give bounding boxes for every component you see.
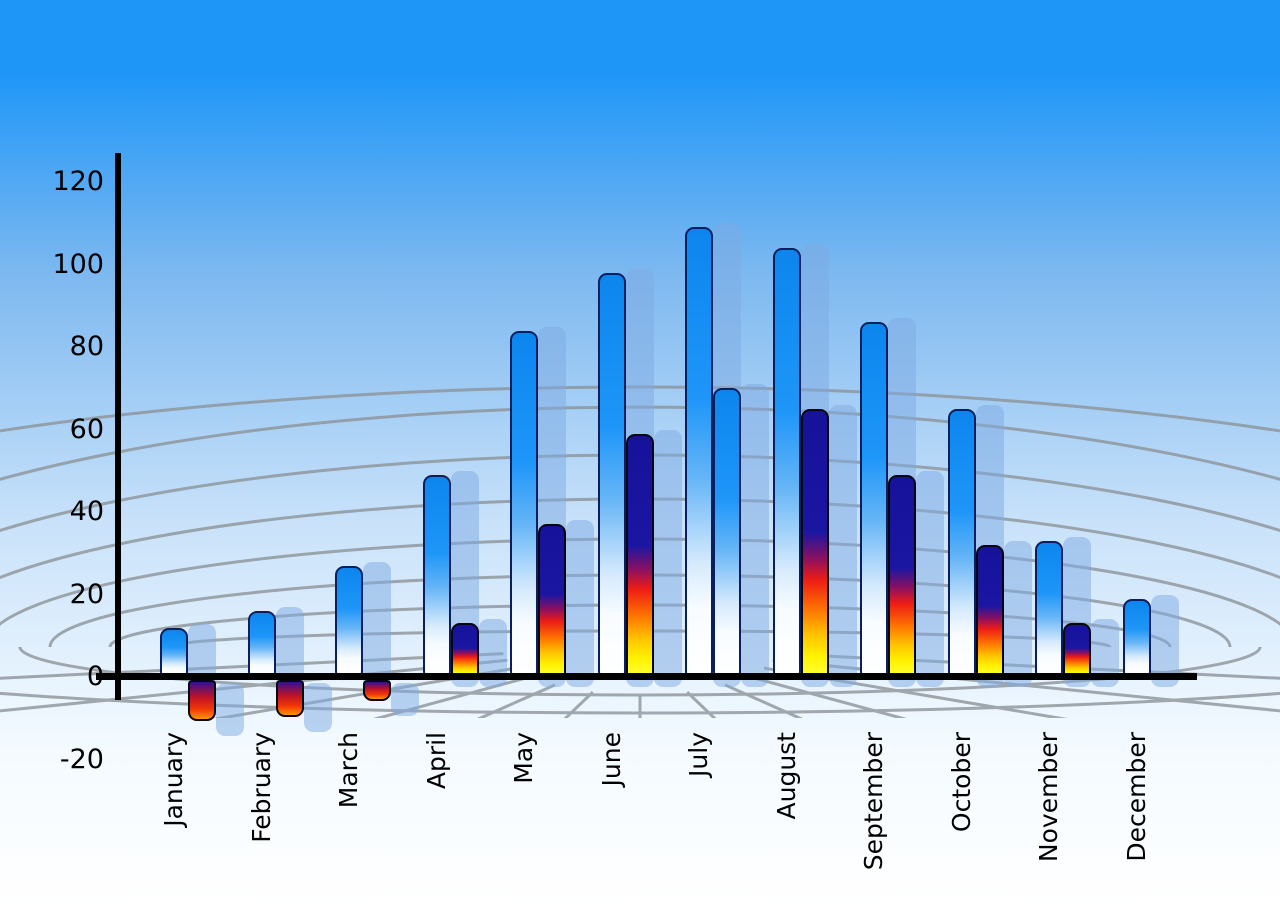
- bar-august-series1: [772, 248, 801, 677]
- bar-shadow-december: [1150, 594, 1179, 687]
- y-tick-label-80: 80: [69, 331, 104, 362]
- y-tick-label-120: 120: [52, 166, 104, 197]
- y-tick-label-20: 20: [69, 578, 104, 610]
- bar-november-series1: [1035, 540, 1063, 677]
- bar-shadow-august: [828, 404, 857, 687]
- bar-shadow-march: [391, 683, 419, 716]
- x-tick-label-march: March: [334, 732, 363, 809]
- y-tick-label-0: 0: [86, 661, 104, 692]
- x-tick-label-december: December: [1121, 732, 1151, 862]
- bar-shadow-september: [916, 470, 944, 687]
- bar-shadow-july: [741, 384, 769, 687]
- bar-shadow-june: [653, 429, 682, 687]
- x-tick-label-july: July: [684, 732, 713, 777]
- bar-shadow-february: [303, 683, 332, 733]
- x-tick-label-may: May: [509, 732, 538, 784]
- bar-november-series2: [1063, 623, 1091, 677]
- bar-april-series1: [422, 474, 451, 677]
- bar-february-series2: [275, 680, 304, 718]
- x-tick-label-october: October: [946, 732, 976, 833]
- y-tick-label-40: 40: [69, 496, 104, 527]
- bar-april-series2: [450, 623, 479, 677]
- y-tick-label-100: 100: [52, 248, 104, 280]
- x-axis-zero-line: [96, 673, 1197, 680]
- bar-july-series2: [713, 388, 741, 677]
- bar-october-series1: [947, 408, 976, 677]
- bar-december-series1: [1122, 598, 1151, 677]
- bar-january-series1: [160, 627, 188, 677]
- bar-shadow-october: [1003, 541, 1032, 687]
- bar-august-series2: [800, 408, 829, 677]
- bar-july-series1: [685, 227, 713, 677]
- bar-shadow-march: [363, 561, 391, 687]
- bar-january-series2: [188, 680, 216, 722]
- bar-june-series1: [597, 272, 626, 677]
- y-axis-line: [115, 153, 121, 700]
- bar-shadow-may: [566, 520, 594, 687]
- x-tick-label-january: January: [159, 732, 188, 827]
- x-tick-label-september: September: [859, 732, 888, 871]
- y-tick-label--20: -20: [59, 743, 104, 775]
- bar-march-series2: [363, 680, 391, 701]
- y-tick-label-60: 60: [69, 413, 104, 445]
- bar-february-series1: [247, 611, 276, 677]
- x-tick-label-november: November: [1034, 732, 1063, 863]
- x-tick-label-april: April: [421, 732, 451, 790]
- bar-october-series2: [975, 545, 1004, 677]
- bar-may-series1: [510, 330, 538, 677]
- bar-june-series2: [625, 433, 654, 677]
- x-tick-label-february: February: [246, 732, 276, 843]
- bar-shadow-january: [216, 683, 244, 737]
- x-tick-label-august: August: [771, 732, 801, 820]
- bar-may-series2: [538, 524, 566, 677]
- bar-september-series1: [860, 322, 888, 677]
- x-tick-label-june: June: [596, 732, 626, 787]
- bar-september-series2: [888, 474, 916, 677]
- bar-march-series1: [335, 565, 363, 677]
